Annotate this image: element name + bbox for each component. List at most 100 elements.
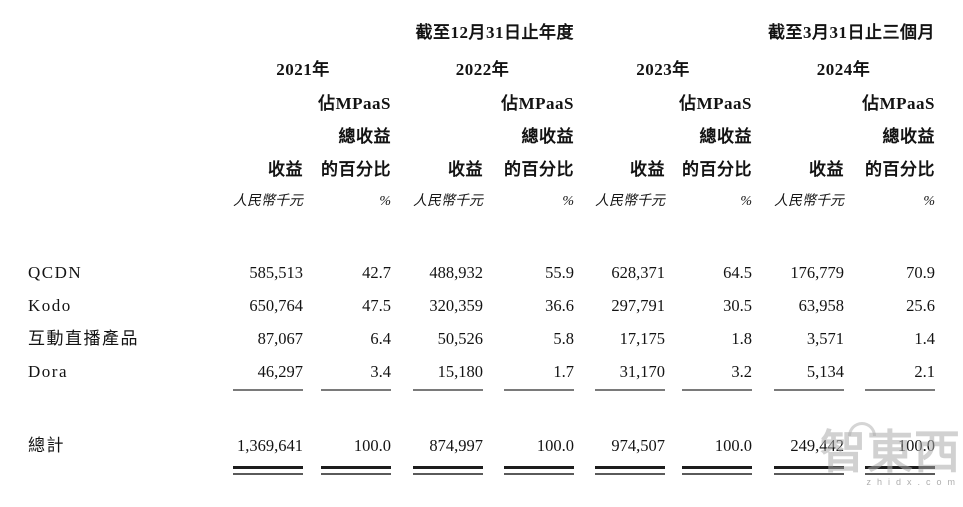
cell-revenue-2024: 3,571 (806, 329, 844, 348)
revenue-column-header: 收益 (268, 160, 303, 179)
pct-header-line2-row: 總收益 總收益 總收益 總收益 (0, 126, 963, 148)
double-rule (233, 466, 303, 475)
pct-header-line2: 總收益 (338, 127, 391, 146)
pct-header-line1: 佔MPaaS (679, 94, 752, 113)
total-pct-2023: 100.0 (714, 436, 752, 455)
table-row-dora: Dora 46,297 3.4 15,180 1.7 31,170 3.2 5,… (0, 361, 963, 383)
cell-pct-2022: 5.8 (553, 329, 574, 348)
period-quarter-header: 截至3月31日止三個月 (768, 23, 935, 42)
single-rule (595, 389, 665, 391)
total-revenue-2021: 1,369,641 (237, 436, 303, 455)
total-revenue-2024: 249,442 (790, 436, 844, 455)
row-label: Kodo (28, 296, 72, 315)
cell-pct-2023: 3.2 (731, 362, 752, 381)
total-pct-2022: 100.0 (536, 436, 574, 455)
total-label: 總計 (28, 436, 65, 455)
cell-pct-2022: 36.6 (545, 296, 574, 315)
cell-pct-2024: 2.1 (914, 362, 935, 381)
pct-header-line2: 總收益 (521, 127, 574, 146)
cell-revenue-2021: 87,067 (257, 329, 303, 348)
units-row: 人民幣千元 % 人民幣千元 % 人民幣千元 % 人民幣千元 % (0, 191, 963, 213)
cell-pct-2023: 64.5 (723, 263, 752, 282)
column-header-row: 收益 的百分比 收益 的百分比 收益 的百分比 收益 的百分比 (0, 159, 963, 181)
pct-header-line1: 佔MPaaS (862, 94, 935, 113)
cell-revenue-2023: 628,371 (611, 263, 665, 282)
single-rule (321, 389, 391, 391)
watermark-url-text: zhidx.com (866, 477, 961, 488)
cell-revenue-2022: 15,180 (437, 362, 483, 381)
cell-pct-2021: 42.7 (362, 263, 391, 282)
double-rule (504, 466, 574, 475)
cell-pct-2021: 47.5 (362, 296, 391, 315)
row-label: 互動直播產品 (28, 329, 139, 348)
year-header-row: 2021年 2022年 2023年 2024年 (0, 59, 963, 81)
cell-revenue-2023: 297,791 (611, 296, 665, 315)
cell-revenue-2022: 50,526 (437, 329, 483, 348)
subtotal-rule-row (0, 389, 963, 391)
pct-header-line3: 的百分比 (682, 160, 752, 179)
pct-header-line1: 佔MPaaS (501, 94, 574, 113)
cell-pct-2024: 1.4 (914, 329, 935, 348)
cell-pct-2023: 30.5 (723, 296, 752, 315)
total-revenue-2023: 974,507 (611, 436, 665, 455)
pct-header-line3: 的百分比 (321, 160, 391, 179)
single-rule (233, 389, 303, 391)
period-header-row: 截至12月31日止年度 截至3月31日止三個月 (0, 22, 963, 44)
cell-revenue-2023: 17,175 (619, 329, 665, 348)
cell-revenue-2024: 63,958 (798, 296, 844, 315)
cell-revenue-2022: 320,359 (429, 296, 483, 315)
double-rule (595, 466, 665, 475)
cell-revenue-2022: 488,932 (429, 263, 483, 282)
table-row-live-products: 互動直播產品 87,067 6.4 50,526 5.8 17,175 1.8 … (0, 328, 963, 350)
cell-pct-2023: 1.8 (731, 329, 752, 348)
revenue-column-header: 收益 (809, 160, 844, 179)
table-row-kodo: Kodo 650,764 47.5 320,359 36.6 297,791 3… (0, 295, 963, 317)
cell-pct-2021: 6.4 (370, 329, 391, 348)
watermark-arc-icon (848, 422, 876, 436)
pct-header-line3: 的百分比 (504, 160, 574, 179)
single-rule (413, 389, 483, 391)
cell-pct-2024: 70.9 (906, 263, 935, 282)
total-revenue-2022: 874,997 (429, 436, 483, 455)
unit-percent-label: % (379, 194, 391, 209)
cell-pct-2022: 1.7 (553, 362, 574, 381)
unit-rmb-label: 人民幣千元 (774, 194, 844, 209)
cell-pct-2024: 25.6 (906, 296, 935, 315)
double-rule (413, 466, 483, 475)
unit-rmb-label: 人民幣千元 (595, 194, 665, 209)
cell-revenue-2024: 5,134 (806, 362, 844, 381)
double-rule (865, 466, 935, 475)
cell-revenue-2021: 46,297 (257, 362, 303, 381)
total-pct-2024: 100.0 (897, 436, 935, 455)
single-rule (774, 389, 844, 391)
unit-percent-label: % (562, 194, 574, 209)
pct-header-line3: 的百分比 (865, 160, 935, 179)
unit-percent-label: % (740, 194, 752, 209)
cell-revenue-2021: 650,764 (249, 296, 303, 315)
cell-revenue-2023: 31,170 (619, 362, 665, 381)
revenue-column-header: 收益 (630, 160, 665, 179)
row-label: QCDN (28, 263, 83, 282)
cell-pct-2021: 3.4 (370, 362, 391, 381)
year-header-2023: 2023年 (636, 60, 690, 79)
pct-header-line2: 總收益 (699, 127, 752, 146)
cell-pct-2022: 55.9 (545, 263, 574, 282)
pct-header-line2: 總收益 (882, 127, 935, 146)
pct-header-line1-row: 佔MPaaS 佔MPaaS 佔MPaaS 佔MPaaS (0, 93, 963, 115)
table-row-total: 總計 1,369,641 100.0 874,997 100.0 974,507… (0, 435, 963, 457)
year-header-2024: 2024年 (816, 60, 871, 79)
double-rule (682, 466, 752, 475)
single-rule (504, 389, 574, 391)
single-rule (865, 389, 935, 391)
revenue-column-header: 收益 (448, 160, 483, 179)
cell-revenue-2024: 176,779 (790, 263, 844, 282)
year-header-2021: 2021年 (276, 60, 330, 79)
period-annual-header: 截至12月31日止年度 (415, 23, 574, 42)
pct-header-line1: 佔MPaaS (318, 94, 391, 113)
cell-revenue-2021: 585,513 (249, 263, 303, 282)
double-rule (774, 466, 844, 475)
year-header-2022: 2022年 (455, 60, 510, 79)
table-row-qcdn: QCDN 585,513 42.7 488,932 55.9 628,371 6… (0, 262, 963, 284)
row-label: Dora (28, 362, 68, 381)
